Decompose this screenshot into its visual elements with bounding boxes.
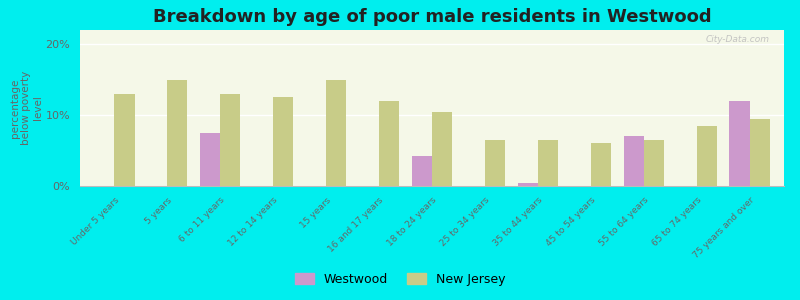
Bar: [538, 140, 558, 186]
Bar: [750, 118, 770, 186]
Bar: [167, 80, 187, 186]
Y-axis label: percentage
below poverty
level: percentage below poverty level: [10, 71, 42, 145]
Bar: [730, 101, 750, 186]
Bar: [485, 140, 505, 186]
Bar: [220, 94, 240, 186]
Bar: [432, 112, 452, 186]
Bar: [326, 80, 346, 186]
Bar: [624, 136, 644, 186]
Bar: [200, 133, 220, 186]
Bar: [412, 156, 432, 186]
Bar: [518, 183, 538, 186]
Legend: Westwood, New Jersey: Westwood, New Jersey: [290, 268, 510, 291]
Bar: [114, 94, 134, 186]
Title: Breakdown by age of poor male residents in Westwood: Breakdown by age of poor male residents …: [153, 8, 711, 26]
Bar: [644, 140, 664, 186]
Bar: [274, 98, 294, 186]
Bar: [590, 143, 611, 186]
Bar: [697, 126, 717, 186]
Text: City-Data.com: City-Data.com: [706, 35, 770, 44]
Bar: [379, 101, 399, 186]
